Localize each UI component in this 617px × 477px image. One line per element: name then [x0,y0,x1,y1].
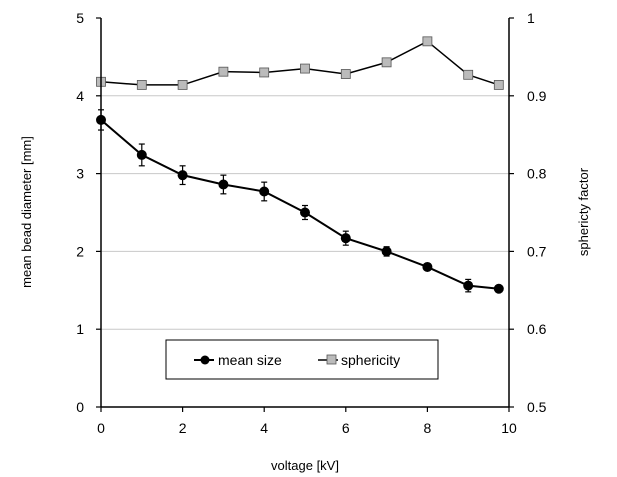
mean-size-point [381,246,392,257]
legend: mean size sphericity [165,339,439,380]
x-tick-label: 4 [260,420,268,436]
y-tick-label: 1 [76,321,84,337]
legend-mean-size-marker [200,355,210,365]
x-tick-label: 8 [424,420,432,436]
y-tick-label: 4 [76,88,84,104]
y2-tick-label: 0.5 [527,399,547,415]
y-axis-title: mean bead diameter [mm] [19,136,34,288]
y-tick-label: 5 [76,10,84,26]
gridlines [101,95,509,330]
x-tick-label: 6 [342,420,350,436]
sphericity-point [340,69,351,79]
mean-size-point [259,186,270,197]
legend-mean-size-label: mean size [218,352,282,368]
sphericity-point [177,80,188,90]
sphericity-line [100,40,500,86]
x-tick-label: 0 [97,420,105,436]
sphericity-point [218,66,229,77]
sphericity-point [422,36,433,47]
y-tick-label: 2 [76,243,84,259]
mean-size-point [463,280,474,291]
mean-size-point [136,149,147,160]
sphericity-point [381,57,392,68]
axes [96,17,514,412]
error-bars [98,109,472,293]
mean-size-point [218,179,229,190]
mean-size-point [422,261,433,272]
y2-tick-label: 0.9 [527,88,547,104]
x-tick-label: 10 [501,420,517,436]
sphericity-point [493,80,504,90]
sphericity-point [463,69,474,80]
y2-tick-label: 0.8 [527,166,547,182]
legend-sphericity-marker [326,354,337,365]
y-tick-label: 3 [76,166,84,182]
mean-size-point [340,233,351,244]
sphericity-point [300,63,310,74]
y2-tick-label: 0.7 [527,243,547,259]
mean-size-point [300,207,310,218]
y2-tick-label: 0.6 [527,321,547,337]
y2-tick-label: 1 [527,10,535,26]
series-markers [96,36,504,294]
mean-size-line [100,119,499,290]
y2-axis-title: sphericty factor [576,167,591,256]
x-axis-title: voltage [kV] [271,458,339,473]
mean-size-point [493,283,504,294]
legend-sphericity-label: sphericity [341,352,400,368]
x-tick-label: 2 [179,420,187,436]
sphericity-point [136,80,147,90]
y-tick-label: 0 [76,399,84,415]
sphericity-point [259,67,270,78]
mean-size-point [177,170,188,181]
